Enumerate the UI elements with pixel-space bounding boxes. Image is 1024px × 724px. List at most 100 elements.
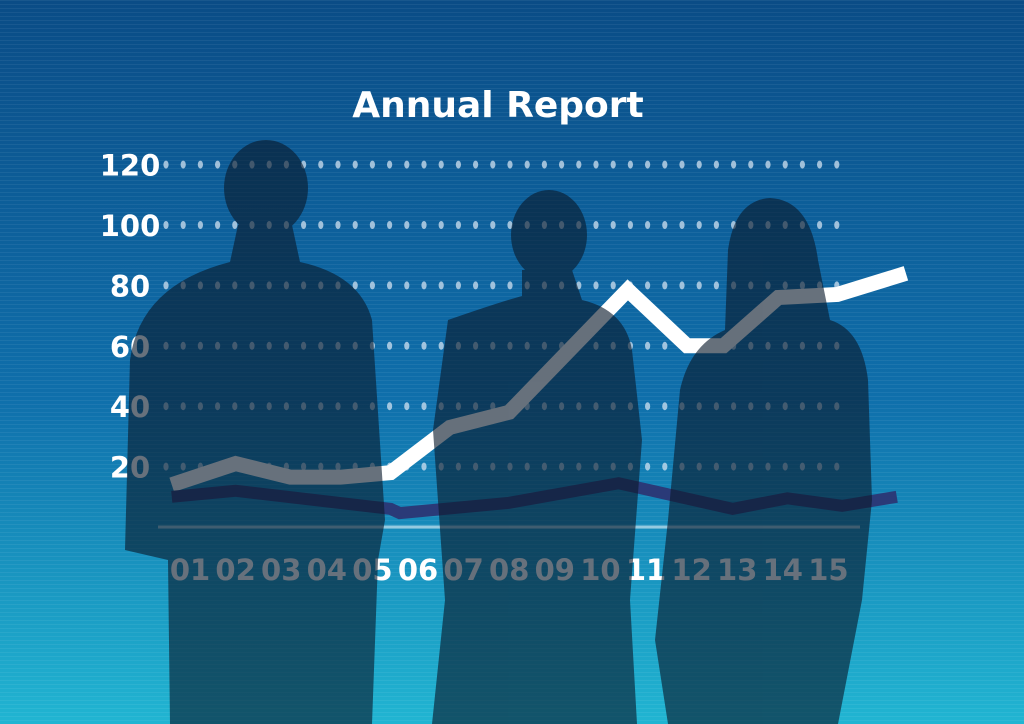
grid-dot xyxy=(352,221,358,229)
grid-dot xyxy=(713,221,720,229)
grid-dot xyxy=(490,160,496,169)
grid-dot xyxy=(352,281,358,290)
grid-dot xyxy=(438,221,444,229)
grid-dot xyxy=(627,221,634,229)
grid-dot xyxy=(387,221,393,229)
grid-dot xyxy=(782,160,788,169)
grid-dot xyxy=(645,341,651,350)
grid-dot xyxy=(834,160,840,169)
grid-dot xyxy=(404,160,410,169)
grid-dot xyxy=(662,462,668,471)
grid-dot xyxy=(404,402,410,411)
grid-dot xyxy=(163,160,169,169)
grid-dot xyxy=(455,160,461,169)
grid-dot xyxy=(627,160,634,169)
grid-dot xyxy=(352,160,358,169)
grid-dot xyxy=(421,462,427,471)
grid-dot xyxy=(645,402,651,411)
grid-dot xyxy=(387,402,393,411)
grid-dot xyxy=(662,281,668,290)
grid-dot xyxy=(197,221,203,229)
grid-dot xyxy=(421,221,427,229)
grid-dot xyxy=(541,160,548,169)
grid-dot xyxy=(662,160,668,169)
grid-dot xyxy=(593,281,599,290)
grid-dot xyxy=(696,221,702,229)
grid-dot xyxy=(438,341,444,350)
grid-dot xyxy=(369,160,375,169)
grid-dot xyxy=(645,160,651,169)
grid-dot xyxy=(679,160,685,169)
grid-dot xyxy=(765,160,771,169)
grid-dot xyxy=(215,221,221,229)
grid-dot xyxy=(318,160,324,169)
grid-dot xyxy=(387,160,393,169)
silhouette-man-middle xyxy=(432,190,642,724)
grid-dot xyxy=(387,281,393,290)
grid-dot xyxy=(490,221,496,229)
grid-dot xyxy=(559,160,565,169)
grid-dot xyxy=(197,160,203,169)
grid-dot xyxy=(421,341,427,350)
grid-dot xyxy=(421,402,427,411)
grid-dot xyxy=(335,160,341,169)
grid-dot xyxy=(455,221,461,229)
grid-dot xyxy=(662,341,668,350)
silhouette-man-left xyxy=(125,140,385,724)
grid-dot xyxy=(163,221,169,229)
grid-dot xyxy=(610,160,616,169)
grid-dot xyxy=(335,221,341,229)
grid-dot xyxy=(662,402,668,411)
grid-dot xyxy=(404,281,410,290)
grid-dot xyxy=(799,160,806,169)
grid-dot xyxy=(387,341,393,350)
silhouette-woman-right xyxy=(655,198,872,724)
grid-dot xyxy=(524,160,530,169)
grid-dot xyxy=(232,221,238,229)
grid-dot xyxy=(817,160,823,169)
grid-dot xyxy=(817,221,823,229)
grid-dot xyxy=(369,281,375,290)
grid-dot xyxy=(507,221,513,229)
grid-dot xyxy=(404,341,410,350)
grid-dot xyxy=(645,281,651,290)
y-tick-label: 100 xyxy=(100,209,161,243)
grid-dot xyxy=(438,281,444,290)
grid-dot xyxy=(662,221,668,229)
grid-dot xyxy=(473,221,479,229)
grid-dot xyxy=(455,281,461,290)
grid-dot xyxy=(163,281,169,290)
silhouettes xyxy=(125,140,872,724)
grid-dot xyxy=(593,160,599,169)
grid-dot xyxy=(679,221,685,229)
x-tick-label: 06 xyxy=(398,553,438,587)
grid-dot xyxy=(404,221,410,229)
grid-dot xyxy=(610,221,616,229)
grid-dot xyxy=(507,160,513,169)
grid-dot xyxy=(473,160,479,169)
grid-dot xyxy=(645,462,651,471)
chart-title: Annual Report xyxy=(352,85,644,126)
y-tick-label: 120 xyxy=(100,149,161,183)
grid-dot xyxy=(679,281,685,290)
grid-dot xyxy=(507,281,513,290)
grid-dot xyxy=(421,160,427,169)
grid-dot xyxy=(748,160,754,169)
grid-dot xyxy=(215,160,221,169)
grid-dot xyxy=(696,160,702,169)
y-tick-label: 80 xyxy=(110,269,150,303)
grid-dot xyxy=(713,281,720,290)
grid-dot xyxy=(645,221,651,229)
grid-dot xyxy=(576,160,582,169)
grid-dot xyxy=(731,160,737,169)
grid-dot xyxy=(490,281,496,290)
grid-dot xyxy=(593,221,599,229)
grid-dot xyxy=(610,281,616,290)
grid-dot xyxy=(696,281,702,290)
grid-dot xyxy=(301,221,307,229)
grid-dot xyxy=(369,221,375,229)
grid-dot xyxy=(713,160,720,169)
grid-dot xyxy=(180,160,186,169)
grid-dot xyxy=(834,221,840,229)
